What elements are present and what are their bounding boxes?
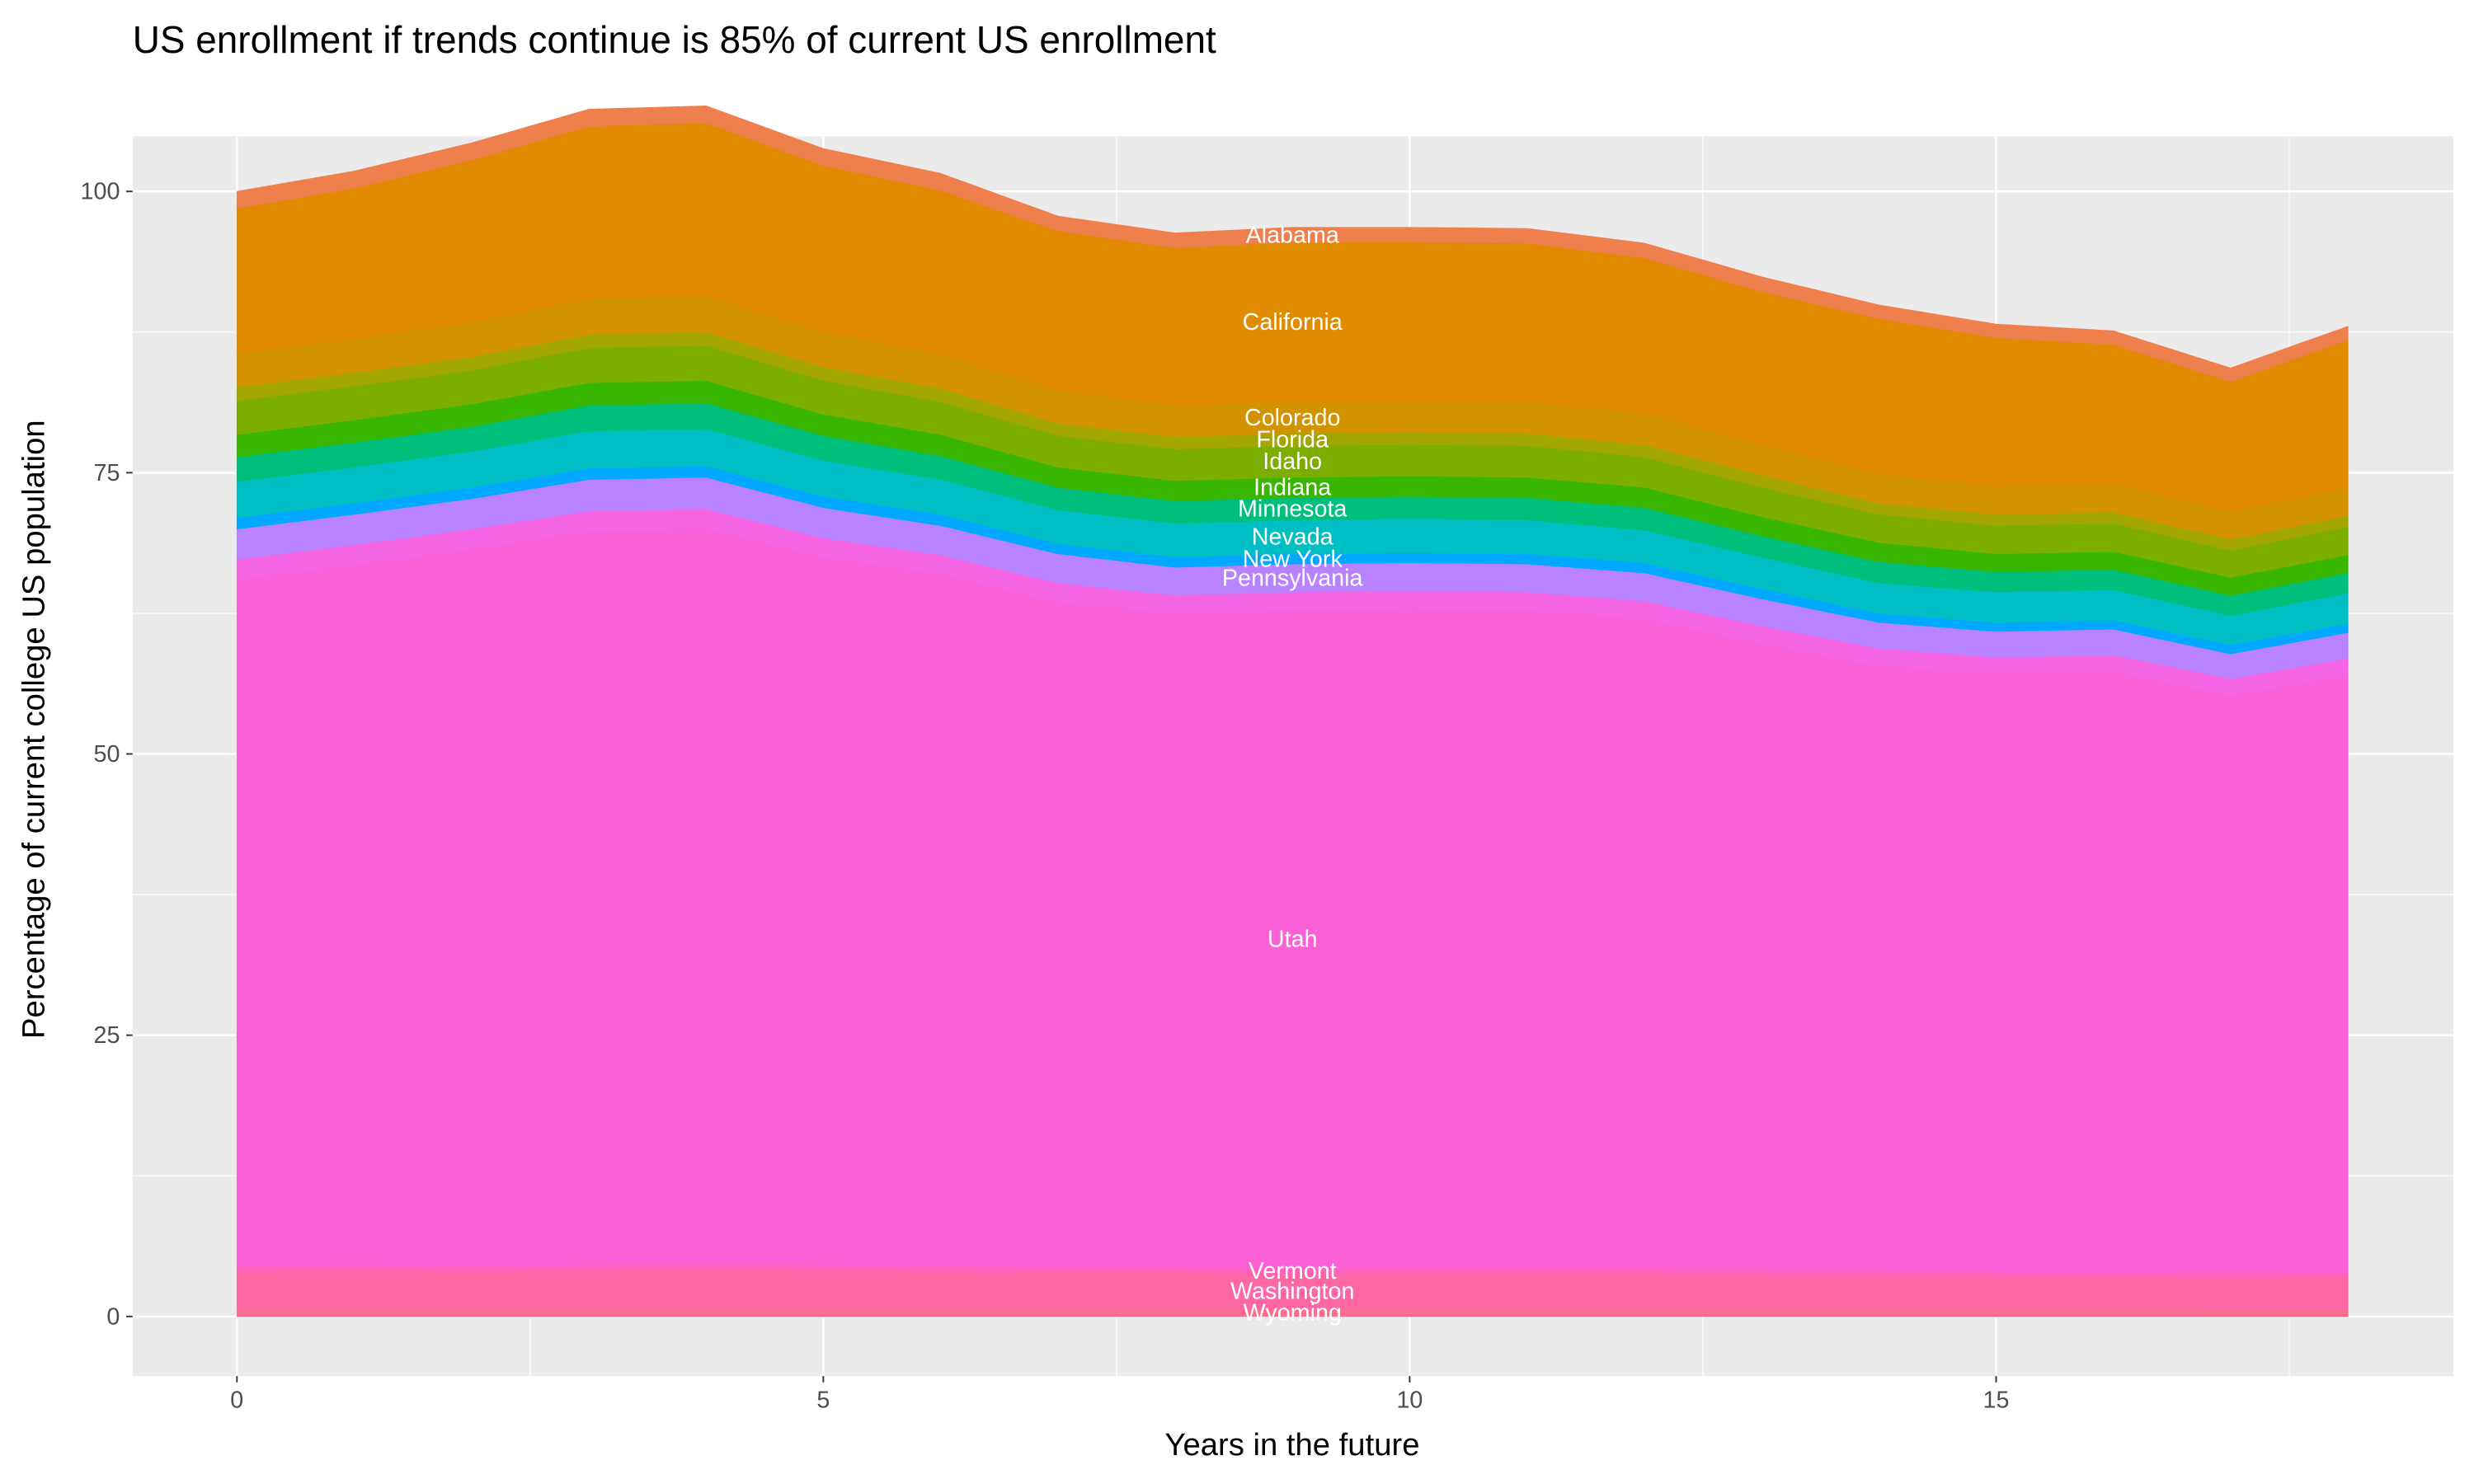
y-tick-label: 75 [93, 460, 120, 486]
y-axis-ticks: 0 25 50 75 100 [81, 179, 133, 1330]
x-axis-ticks: 0 5 10 15 [230, 1376, 2009, 1413]
series-label: Minnesota [1238, 496, 1347, 523]
series-label: Alabama [1246, 222, 1339, 248]
series-label: Vermont [1249, 1258, 1337, 1284]
x-tick-label: 10 [1396, 1387, 1423, 1413]
x-tick-label: 15 [1983, 1387, 2010, 1413]
y-tick-label: 0 [106, 1303, 120, 1330]
series-label: California [1243, 309, 1343, 336]
series-label: Florida [1256, 427, 1329, 453]
y-axis-label: Percentage of current college US populat… [16, 420, 52, 1039]
y-tick-label: 25 [93, 1022, 120, 1049]
x-tick-label: 5 [816, 1387, 830, 1413]
x-axis-label: Years in the future [1164, 1427, 1419, 1463]
area-alabama [236, 105, 2349, 383]
series-label: Utah [1268, 927, 1318, 953]
chart-title: US enrollment if trends continue is 85% … [133, 18, 1216, 61]
series-label: Nevada [1252, 524, 1333, 551]
x-tick-label: 0 [230, 1387, 243, 1413]
series-label: Indiana [1253, 475, 1331, 501]
y-tick-label: 50 [93, 741, 120, 768]
series-label: New York [1243, 546, 1343, 572]
series-label: Colorado [1244, 405, 1340, 431]
area-layers [236, 105, 2349, 1317]
series-label: Wyoming [1244, 1300, 1342, 1327]
series-label: Pennsylvania [1222, 565, 1363, 591]
y-tick-label: 100 [81, 179, 120, 205]
series-label: Washington [1230, 1279, 1354, 1305]
series-label: Idaho [1263, 448, 1322, 475]
